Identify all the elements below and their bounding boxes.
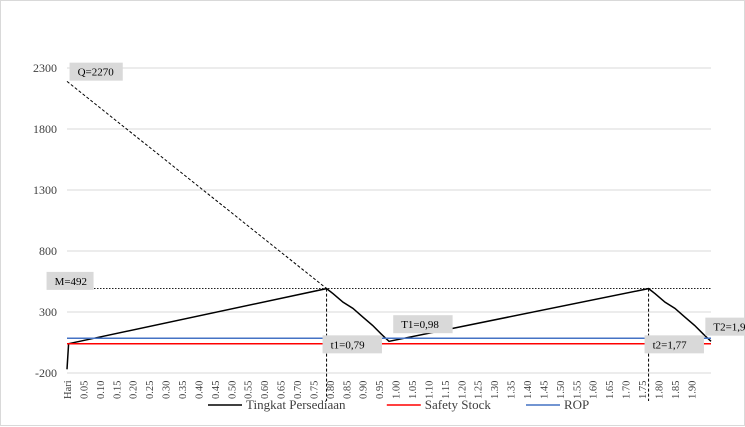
x-tick-label: 1.40 xyxy=(523,381,534,399)
annotation-text: T1=0,98 xyxy=(401,319,439,331)
x-tick-label: 0.30 xyxy=(162,381,173,399)
annotation-label: T2=1,96 xyxy=(705,318,745,336)
x-tick-label: 0.05 xyxy=(79,381,90,399)
x-tick-label: 1.00 xyxy=(392,381,403,399)
annotation-text: t2=1,77 xyxy=(653,339,688,351)
x-tick-label: 0.95 xyxy=(375,381,386,399)
x-tick-label-first: Hari xyxy=(63,380,74,399)
legend-label: ROP xyxy=(564,397,589,412)
x-tick-label: 1.90 xyxy=(687,381,698,399)
x-tick-label: 1.05 xyxy=(408,381,419,399)
grid-layer xyxy=(67,68,711,373)
y-tick-label: 1800 xyxy=(33,122,57,136)
x-tick-label: 0.90 xyxy=(359,381,370,399)
x-tick-label: 0.20 xyxy=(129,381,140,399)
x-tick-label: 0.50 xyxy=(227,381,238,399)
annotation-text: T2=1,96 xyxy=(713,322,745,334)
annotation-label: Q=2270 xyxy=(70,63,123,81)
y-tick-label: 300 xyxy=(39,305,57,319)
annotation-label: t2=1,77 xyxy=(645,335,704,353)
x-tick-label: 1.45 xyxy=(539,381,550,399)
legend-label: Safety Stock xyxy=(425,397,492,412)
annotation-label: T1=0,98 xyxy=(393,315,452,333)
x-tick-label: 0.45 xyxy=(211,381,222,399)
annotation-text: t1=0,79 xyxy=(331,339,366,351)
x-tick-label: 0.40 xyxy=(194,381,205,399)
x-tick-label: 0.35 xyxy=(178,381,189,399)
x-tick-label: 0.10 xyxy=(96,381,107,399)
q-diagonal-line xyxy=(67,81,327,288)
y-tick-label: 2300 xyxy=(33,61,57,75)
annotation-label: t1=0,79 xyxy=(323,335,382,353)
series-layer xyxy=(67,289,711,370)
x-tick-label: 1.65 xyxy=(605,381,616,399)
annotation-text: Q=2270 xyxy=(78,67,115,79)
x-tick-label: 1.30 xyxy=(490,381,501,399)
annotation-label: M=492 xyxy=(47,272,94,290)
annotation-text: M=492 xyxy=(55,276,87,288)
x-tick-label: 0.25 xyxy=(145,381,156,399)
y-tick-label: 800 xyxy=(39,244,57,258)
x-tick-label: 0.15 xyxy=(112,381,123,399)
x-tick-label: 1.35 xyxy=(507,381,518,399)
y-tick-label: 1300 xyxy=(33,183,57,197)
legend-label: Tingkat Persediaan xyxy=(246,397,346,412)
x-tick-label: 1.75 xyxy=(638,381,649,399)
y-tick-label: -200 xyxy=(35,366,57,380)
x-tick-label: 1.85 xyxy=(671,381,682,399)
x-tick-label: 1.70 xyxy=(622,381,633,399)
x-tick-label: 1.60 xyxy=(589,381,600,399)
annotations-layer: Q=2270 M=492 t1=0,79 T1=0,98 t2=1,77 T2=1,96 xyxy=(47,63,745,354)
x-tick-label: 1.80 xyxy=(654,381,665,399)
series-line-tingkat-persediaan xyxy=(67,289,711,370)
